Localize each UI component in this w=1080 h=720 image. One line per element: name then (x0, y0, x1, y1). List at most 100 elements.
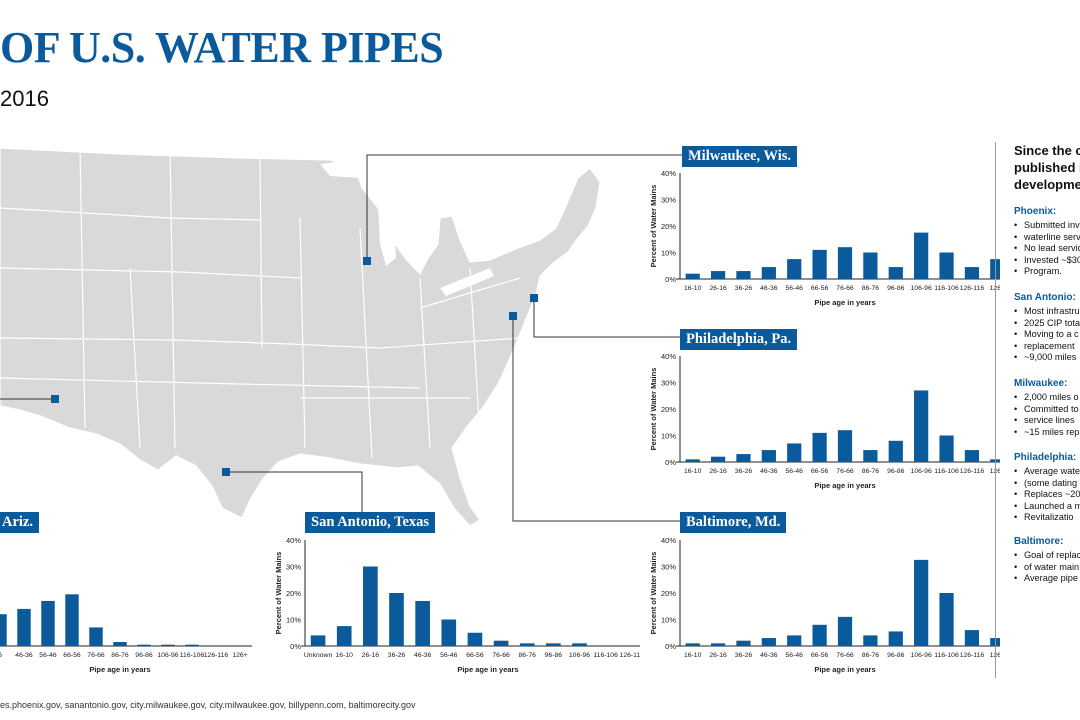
baltimore-label: Baltimore, Md. (680, 512, 787, 533)
philadelphia-marker (530, 294, 538, 302)
sidebar-item: ~9,000 miles (1014, 352, 1080, 364)
bar (736, 454, 751, 462)
philadelphia-label: Philadelphia, Pa. (680, 329, 798, 350)
bar (761, 638, 776, 646)
source-line: es.phoenix.gov, sanantonio.gov, city.mil… (0, 700, 416, 710)
bar (161, 644, 175, 646)
baltimore-connector (512, 316, 682, 522)
x-tick-label: 26-16 (709, 468, 727, 475)
bar (761, 267, 776, 279)
x-tick-label: 66-56 (811, 652, 829, 659)
x-tick-label: 26-16 (709, 652, 727, 659)
y-tick-label: 10% (286, 616, 301, 625)
bar (17, 608, 31, 646)
x-axis-label: Pipe age in years (89, 665, 150, 674)
sidebar-item-cont: Program. (1014, 266, 1080, 278)
sidebar-city: Milwaukee: (1014, 378, 1068, 389)
x-tick-label: 126+ (990, 652, 1000, 659)
x-tick-label: 126-116 (620, 652, 640, 659)
x-tick-label: 106-96 (911, 468, 932, 475)
x-tick-label: 56-46 (440, 652, 458, 659)
bar (787, 259, 802, 279)
y-tick-label: 30% (286, 563, 301, 572)
bar (685, 273, 700, 279)
sidebar-item: Goal of replac (1014, 550, 1080, 562)
bar (310, 635, 326, 646)
bar (389, 593, 404, 646)
x-axis-label: Pipe age in years (814, 665, 875, 674)
x-tick-label: 16-10 (336, 652, 354, 659)
x-tick-label: 76-66 (87, 652, 105, 659)
baltimore-chart: 0% 10% 20% 30% 40% Percent of Water Mains 16-1… (640, 532, 1000, 677)
phoenix-label: Ariz. (0, 512, 39, 533)
sidebar-city: Phoenix: (1014, 206, 1057, 217)
bar (939, 252, 954, 279)
x-tick-label: 126-116 (960, 468, 985, 475)
x-tick-label: 56-46 (39, 652, 57, 659)
sidebar-section-phoenix: Phoenix: Submitted inv waterline serv No… (1014, 206, 1080, 278)
y-tick-label: 0% (665, 275, 676, 284)
bar (964, 630, 980, 646)
bar (812, 624, 827, 646)
bar (888, 631, 903, 646)
philadelphia-chart: 0% 10% 20% 30% 40% Percent of Water Mains 16-1… (640, 348, 1000, 493)
bar (736, 640, 751, 646)
x-tick-label: 6 (0, 652, 2, 659)
us-map-states (0, 148, 600, 527)
bar (787, 443, 802, 462)
sidebar-item: Average pipe (1014, 573, 1080, 585)
sidebar-item-cont: Revitalizatio (1014, 512, 1080, 524)
milwaukee-chart: 0% 10% 20% 30% 40% Percent of Water Mains 16-1… (640, 165, 1000, 310)
x-tick-label: 106-96 (157, 652, 178, 659)
sidebar-section-san-antonio: San Antonio: Most infrastru 2025 CIP tot… (1014, 292, 1080, 364)
y-tick-label: 30% (661, 196, 676, 205)
bar (363, 566, 378, 646)
x-tick-label: 116-106 (934, 285, 959, 292)
x-tick-label: 96-86 (545, 652, 563, 659)
x-tick-label: 56-46 (786, 285, 804, 292)
y-tick-label: 10% (661, 432, 676, 441)
x-tick-label: 126+ (990, 468, 1000, 475)
x-tick-label: Unknown (304, 652, 333, 659)
bar (336, 626, 352, 646)
san-antonio-chart: 0% 10% 20% 30% 40% Percent of Water Mains Unkn… (265, 532, 640, 677)
bar (467, 632, 483, 646)
x-tick-label: 66-56 (811, 285, 829, 292)
bar (863, 252, 878, 279)
baltimore-marker (509, 312, 517, 320)
y-tick-label: 40% (286, 536, 301, 545)
bar (185, 644, 199, 646)
bar (415, 600, 430, 646)
milwaukee-marker (363, 257, 371, 265)
x-tick-label: 56-46 (786, 468, 804, 475)
x-tick-label: 106-96 (911, 652, 932, 659)
bar (493, 640, 509, 646)
bar (964, 450, 980, 462)
sidebar-item: Launched a m (1014, 501, 1080, 513)
sidebar-item: No lead servic (1014, 243, 1080, 255)
sidebar-item: Average wate (1014, 466, 1080, 478)
x-tick-label: 46-36 (760, 285, 778, 292)
sidebar-item: Most infrastru (1014, 306, 1080, 318)
x-tick-label: 36-26 (388, 652, 406, 659)
bar (939, 435, 954, 462)
philadelphia-connector (533, 298, 682, 338)
x-axis-label: Pipe age in years (457, 665, 518, 674)
y-tick-label: 40% (661, 536, 676, 545)
bar (787, 635, 802, 646)
y-tick-label: 10% (661, 249, 676, 258)
x-tick-label: 86-76 (111, 652, 129, 659)
san-antonio-marker (222, 468, 230, 476)
us-map (0, 148, 600, 527)
x-tick-label: 116-106 (934, 652, 959, 659)
sidebar-item: 2025 CIP tota (1014, 318, 1080, 330)
sidebar-item-cont: service lines (1014, 415, 1080, 427)
y-tick-label: 20% (661, 589, 676, 598)
bar (812, 432, 827, 462)
y-tick-label: 20% (661, 405, 676, 414)
sidebar-item: Invested ~$30 (1014, 255, 1080, 267)
x-tick-label: 86-76 (862, 652, 880, 659)
x-tick-label: 36-26 (735, 652, 753, 659)
y-axis-label: Percent of Water Mains (649, 368, 658, 451)
y-tick-label: 20% (286, 589, 301, 598)
